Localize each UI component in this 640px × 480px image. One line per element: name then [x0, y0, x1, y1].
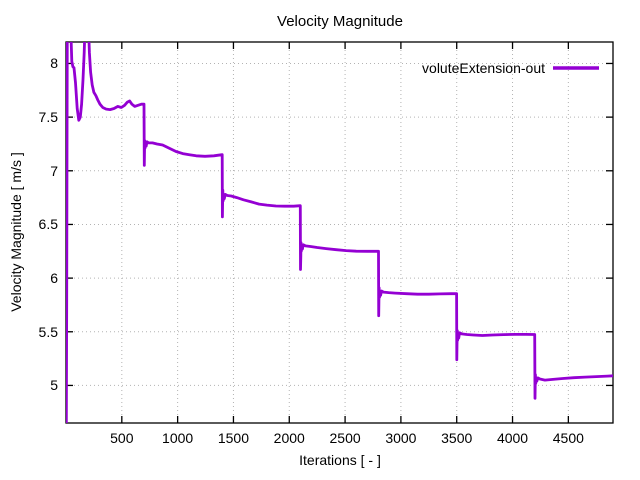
x-tick-label: 3000 [385, 430, 417, 446]
y-tick-label: 6.5 [38, 216, 58, 233]
x-tick-label: 2000 [273, 430, 305, 446]
x-tick-label: 500 [110, 430, 134, 446]
y-tick-label: 5.5 [38, 323, 58, 340]
x-tick-label: 4500 [552, 430, 584, 446]
x-tick-label: 4000 [496, 430, 529, 446]
x-tick-label: 1500 [217, 430, 250, 446]
x-axis-label: Iterations [ - ] [299, 452, 381, 468]
y-tick-label: 7 [50, 162, 58, 179]
x-tick-label: 3500 [441, 430, 473, 446]
y-tick-label: 7.5 [38, 109, 58, 126]
plot-border [65, 41, 614, 424]
legend-label: voluteExtension-out [422, 60, 545, 76]
y-tick-label: 5 [50, 377, 58, 394]
series-line [66, 42, 613, 423]
x-tick-label: 2500 [329, 430, 361, 446]
y-tick-label: 8 [50, 55, 58, 72]
chart-title: Velocity Magnitude [277, 13, 403, 30]
x-tick-label: 1000 [162, 430, 194, 446]
y-tick-label: 6 [50, 270, 58, 287]
